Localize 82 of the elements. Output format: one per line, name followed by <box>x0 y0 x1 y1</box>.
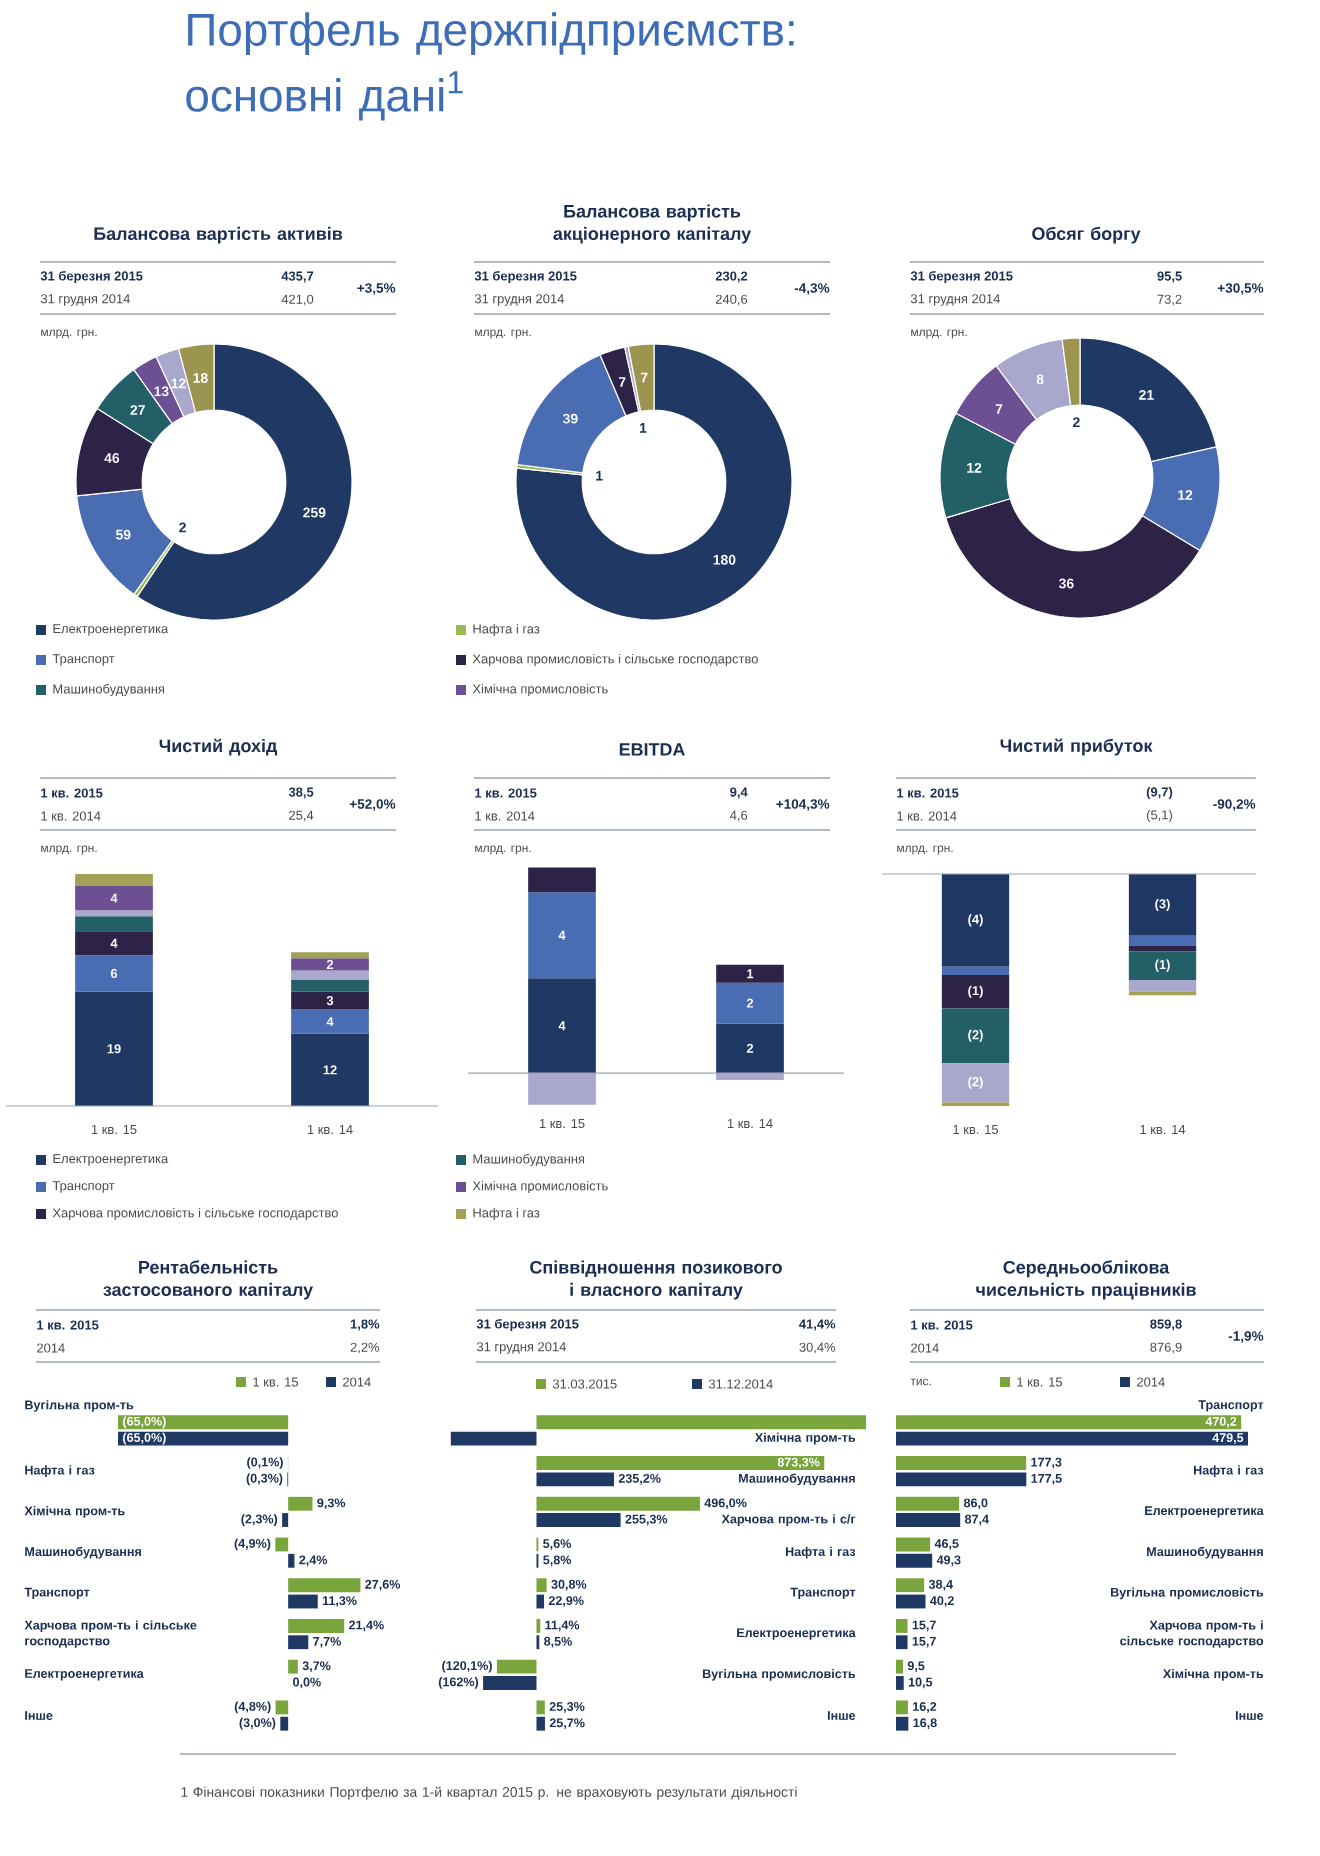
chart-title: Середньооблікова чисельність працівників <box>976 1260 1196 1300</box>
bar <box>291 991 369 1010</box>
bar <box>280 1716 289 1731</box>
bar <box>941 975 1010 1009</box>
bar <box>528 978 596 1074</box>
bar <box>536 1513 621 1527</box>
bar <box>291 970 369 980</box>
bar <box>941 966 1010 976</box>
bar <box>716 964 784 983</box>
bar <box>291 1033 369 1106</box>
bar <box>288 1619 345 1633</box>
bar <box>896 1659 903 1674</box>
bar <box>288 1659 298 1674</box>
chart-title: Рентабельність застосованого капіталу <box>103 1260 314 1300</box>
bar <box>1128 935 1197 946</box>
bar <box>275 1537 289 1552</box>
bar <box>496 1659 537 1674</box>
bar <box>536 1716 545 1731</box>
bar <box>288 1496 313 1511</box>
bar <box>536 1496 700 1511</box>
chart-title: EBITDA <box>619 743 685 756</box>
bar <box>75 931 153 956</box>
bar <box>291 952 369 959</box>
bar <box>275 1700 289 1715</box>
bar <box>75 873 153 887</box>
bar <box>288 1594 318 1609</box>
bar <box>1128 979 1197 992</box>
bar <box>896 1513 961 1527</box>
bar <box>716 1023 784 1074</box>
bar <box>896 1619 908 1633</box>
bar <box>291 958 369 971</box>
bar <box>118 1415 289 1430</box>
bar <box>716 982 784 1024</box>
bar <box>536 1472 614 1487</box>
bar <box>896 1578 925 1593</box>
bar <box>1128 873 1197 936</box>
bar <box>75 991 153 1106</box>
chart-title: Чистий дохід <box>159 738 278 756</box>
bar <box>536 1415 867 1430</box>
bar <box>291 979 369 992</box>
bar <box>75 916 153 932</box>
chart-title: Обсяг боргу <box>1032 226 1141 244</box>
bar <box>536 1700 545 1715</box>
bar <box>896 1537 931 1552</box>
bar <box>528 892 596 979</box>
bar <box>75 955 153 992</box>
bar <box>483 1676 537 1690</box>
chart-title: Чистий прибуток <box>1000 738 1153 756</box>
text: Портфель держпідприємств: основні дані$^{1}$ <box>186 12 794 121</box>
bar <box>536 1594 545 1609</box>
bar <box>1128 951 1197 980</box>
bar <box>896 1716 909 1731</box>
bar <box>896 1594 926 1609</box>
bar <box>528 1073 596 1105</box>
bar <box>291 1009 369 1034</box>
bar <box>528 867 596 893</box>
bar <box>536 1578 547 1593</box>
bar <box>896 1415 1242 1430</box>
bar <box>896 1456 1027 1470</box>
bar <box>75 910 153 917</box>
bar <box>896 1635 908 1650</box>
bar <box>536 1456 825 1470</box>
bar <box>1128 945 1197 952</box>
bar <box>288 1635 309 1650</box>
bar <box>941 873 1010 967</box>
bar <box>896 1496 960 1511</box>
chart-title: Балансова вартість активів <box>94 226 343 244</box>
bar <box>941 1063 1010 1103</box>
bar <box>941 1008 1010 1064</box>
bar <box>896 1553 933 1568</box>
chart-title: Співвідношення позикового і власного капіталу <box>530 1260 782 1300</box>
bar <box>450 1431 537 1446</box>
bar <box>75 886 153 911</box>
bar <box>118 1431 289 1446</box>
bar <box>282 1513 289 1527</box>
bar <box>288 1578 361 1593</box>
bar <box>896 1431 1249 1446</box>
bar <box>896 1472 1027 1487</box>
bar <box>288 1553 295 1568</box>
bar <box>896 1700 908 1715</box>
chart-title: Балансова вартість акціонерного капіталу <box>553 204 752 244</box>
bar <box>896 1676 904 1690</box>
